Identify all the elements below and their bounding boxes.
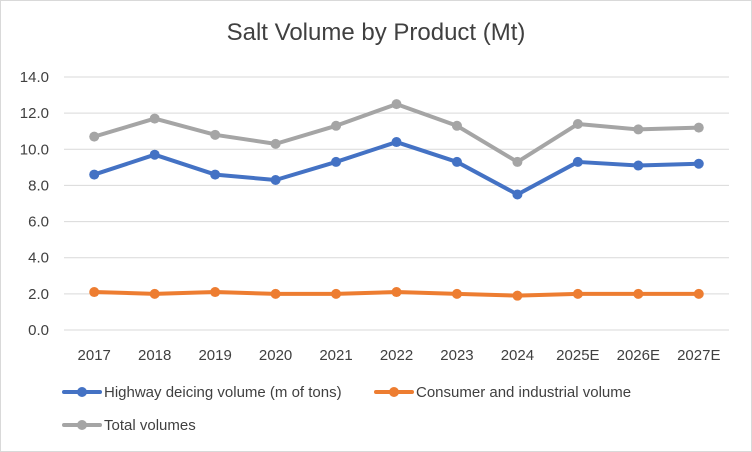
x-tick-label: 2018 <box>138 347 171 364</box>
x-tick-label: 2019 <box>198 347 231 364</box>
data-point <box>89 287 100 298</box>
data-point <box>210 287 221 298</box>
data-point <box>331 288 342 299</box>
data-point <box>451 288 462 299</box>
data-point <box>391 99 402 110</box>
data-point <box>391 137 402 148</box>
data-point <box>633 124 644 135</box>
x-tick-label: 2027E <box>677 347 720 364</box>
series <box>89 99 704 167</box>
series <box>89 137 704 200</box>
y-tick-label: 4.0 <box>28 250 49 267</box>
x-tick-label: 2017 <box>78 347 111 364</box>
legend-marker <box>77 420 87 430</box>
series-line <box>92 140 701 197</box>
data-point <box>89 131 100 142</box>
data-point <box>210 129 221 140</box>
data-point <box>451 156 462 167</box>
y-tick-label: 12.0 <box>20 105 49 122</box>
x-tick-label: 2022 <box>380 347 413 364</box>
series-lines <box>89 99 704 301</box>
axis-labels: 0.0 2.0 4.0 6.0 8.0 10.0 12.0 14.0 2017 2018 2019 2… <box>20 69 721 364</box>
x-tick-label: 2021 <box>319 347 352 364</box>
data-point <box>633 160 644 171</box>
data-point <box>270 138 281 149</box>
data-point <box>693 288 704 299</box>
data-point <box>512 189 523 200</box>
chart-title: Salt Volume by Product (Mt) <box>226 19 526 46</box>
data-point <box>512 156 523 167</box>
legend-marker <box>77 387 87 397</box>
y-tick-label: 14.0 <box>20 69 49 86</box>
y-tick-label: 8.0 <box>28 177 49 194</box>
legend-label: Consumer and industrial volume <box>416 384 631 401</box>
data-point <box>512 290 523 301</box>
legend-marker <box>389 387 399 397</box>
data-point <box>331 156 342 167</box>
legend-label: Highway deicing volume (m of tons) <box>104 384 342 401</box>
series <box>89 287 704 301</box>
legend-entry: Total volumes <box>62 417 196 434</box>
legend-label: Total volumes <box>104 417 196 434</box>
data-point <box>89 169 100 180</box>
data-point <box>633 288 644 299</box>
x-tick-label: 2024 <box>501 347 534 364</box>
data-point <box>572 156 583 167</box>
y-tick-label: 2.0 <box>28 286 49 303</box>
data-point <box>693 122 704 133</box>
data-point <box>572 118 583 129</box>
legend: Highway deicing volume (m of tons) Consum… <box>62 384 631 434</box>
x-tick-label: 2023 <box>440 347 473 364</box>
data-point <box>331 120 342 131</box>
x-tick-label: 2025E <box>556 347 599 364</box>
data-point <box>572 288 583 299</box>
data-point <box>210 169 221 180</box>
data-point <box>693 158 704 169</box>
y-tick-label: 0.0 <box>28 322 49 339</box>
y-tick-label: 10.0 <box>20 141 49 158</box>
x-tick-label: 2020 <box>259 347 292 364</box>
legend-entry: Highway deicing volume (m of tons) <box>62 384 342 401</box>
data-point <box>391 287 402 298</box>
data-point <box>149 149 160 160</box>
legend-entry: Consumer and industrial volume <box>374 384 631 401</box>
data-point <box>149 113 160 124</box>
x-tick-label: 2026E <box>617 347 660 364</box>
data-point <box>270 175 281 186</box>
data-point <box>451 120 462 131</box>
data-point <box>149 288 160 299</box>
data-point <box>270 288 281 299</box>
y-tick-label: 6.0 <box>28 214 49 231</box>
